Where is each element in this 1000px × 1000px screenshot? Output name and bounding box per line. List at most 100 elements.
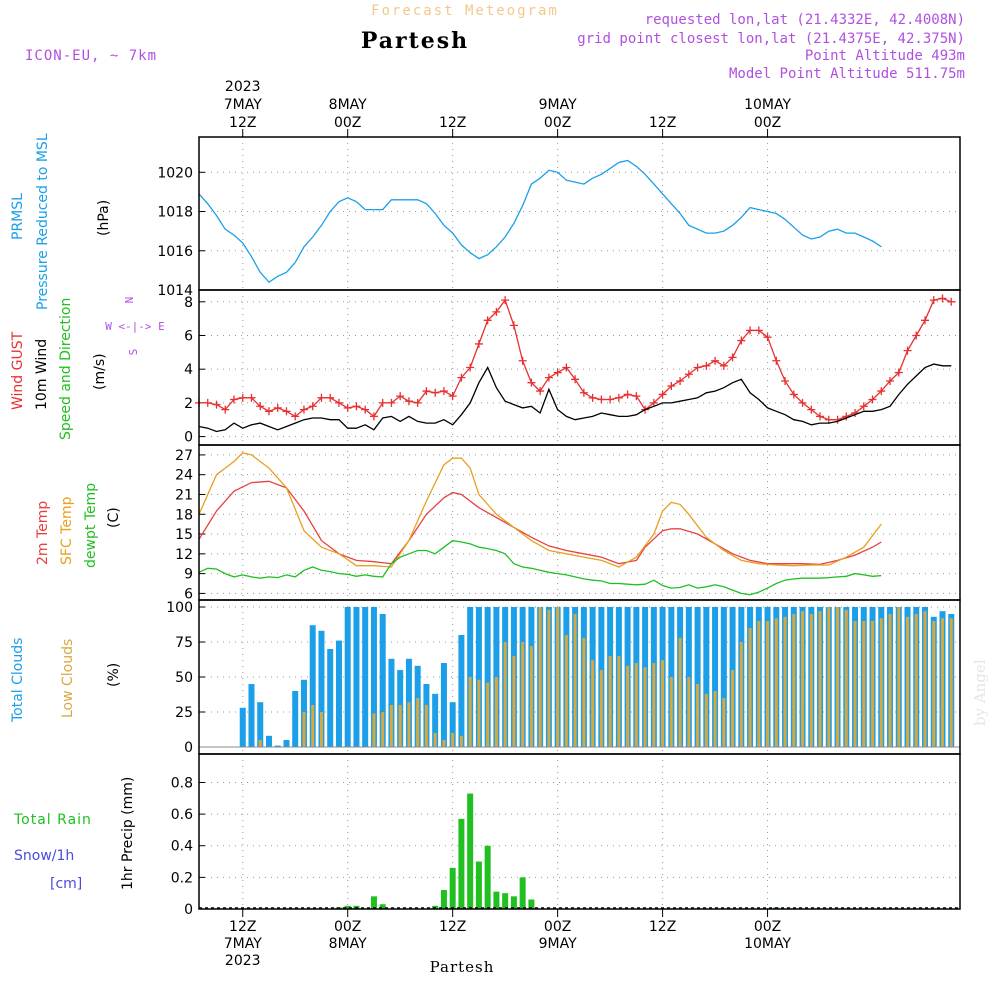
credit-watermark: by Angel: [971, 659, 989, 726]
gust-marker: [326, 393, 335, 402]
bar-precip: [379, 904, 386, 909]
gust-marker: [912, 331, 921, 340]
bar-low-clouds: [949, 618, 953, 747]
gust-marker: [527, 378, 536, 387]
gridpoint-coords: grid point closest lon,lat (21.4375E, 42…: [577, 31, 965, 47]
gust-marker: [746, 326, 755, 335]
gust-marker: [807, 405, 816, 414]
bar-total-clouds: [712, 607, 719, 747]
ytick-label: 4: [184, 362, 193, 378]
gust-marker: [361, 405, 370, 414]
gust-marker: [282, 407, 291, 416]
series-line: [199, 297, 952, 421]
bar-low-clouds: [731, 670, 735, 747]
gust-marker: [422, 387, 431, 396]
bar-low-clouds: [766, 621, 770, 747]
side-label-pressure-msl: Pressure Reduced to MSL: [35, 133, 51, 310]
gust-marker: [544, 373, 553, 382]
ytick-label: 75: [175, 635, 193, 651]
xtick-label: 7MAY: [224, 97, 262, 113]
gust-marker: [431, 388, 440, 397]
gust-marker: [649, 398, 658, 407]
bar-total-clouds: [353, 607, 360, 747]
compass-s: S: [127, 349, 140, 356]
bar-low-clouds: [757, 621, 761, 747]
bar-precip: [528, 899, 535, 909]
xtick-label: 10MAY: [744, 97, 791, 113]
gust-marker: [439, 387, 448, 396]
ytick-label: 1020: [157, 165, 193, 181]
bar-low-clouds: [914, 614, 918, 747]
gust-marker: [518, 356, 527, 365]
xtick-label: 9MAY: [539, 936, 577, 952]
bar-low-clouds: [853, 621, 857, 747]
gust-marker: [737, 336, 746, 345]
gust-marker: [247, 393, 256, 402]
xtick-label: 00Z: [544, 919, 571, 935]
ytick-label: 6: [184, 328, 193, 344]
ytick-label: 15: [175, 527, 193, 543]
bar-low-clouds: [521, 642, 525, 747]
side-label-sfc-temp: SFC Temp: [59, 496, 75, 565]
gust-marker: [903, 346, 912, 355]
gust-marker: [413, 398, 422, 407]
bar-low-clouds: [634, 663, 638, 747]
bar-low-clouds: [608, 656, 612, 747]
bar-precip: [519, 877, 526, 909]
panels: 1014101610181020024686912151821242702550…: [157, 136, 961, 918]
gust-marker: [667, 382, 676, 391]
panel-temperature: 6 9 12 15 18 21 24 27: [175, 444, 961, 602]
gust-marker: [238, 393, 247, 402]
bar-total-clouds: [379, 614, 386, 747]
bar-precip: [510, 896, 517, 909]
bar-total-clouds: [239, 707, 246, 747]
bar-low-clouds: [486, 682, 490, 747]
bar-low-clouds: [678, 637, 682, 747]
bar-low-clouds: [582, 637, 586, 747]
series-line: [198, 539, 882, 596]
side-label-gust: Wind GUST: [10, 331, 26, 410]
gust-marker: [483, 316, 492, 325]
bar-precip: [458, 818, 465, 909]
bar-low-clouds: [897, 607, 901, 747]
bar-low-clouds: [906, 616, 910, 747]
gust-marker: [606, 395, 615, 404]
gust-marker: [492, 307, 501, 316]
panel-frame: [198, 753, 961, 910]
side-label-snow-unit: [cm]: [50, 876, 82, 892]
ytick-label: 0: [184, 740, 193, 756]
page-title: Partesh: [361, 28, 469, 54]
ytick-label: 1014: [157, 283, 193, 299]
bar-low-clouds: [652, 663, 656, 747]
compass-icon: N W <-|-> E S: [105, 297, 165, 356]
bar-total-clouds: [370, 607, 377, 747]
bar-low-clouds: [617, 656, 621, 747]
gust-marker: [308, 402, 317, 411]
point-altitude: Point Altitude 493m: [805, 48, 965, 64]
xtick-label: 00Z: [754, 919, 781, 935]
gust-marker: [789, 390, 798, 399]
time-axis-top: 2023 7MAY 12Z 8MAY 00Z 12Z 9MAY 00Z 12Z 10MAY 00Z: [224, 79, 791, 137]
gust-marker: [457, 373, 466, 382]
xtick-label: 8MAY: [329, 97, 367, 113]
xtick-label: 8MAY: [329, 936, 367, 952]
bar-total-clouds: [432, 693, 439, 747]
model-label: ICON-EU, ~ 7km: [25, 48, 157, 64]
ytick-label: 18: [175, 507, 193, 523]
bar-low-clouds: [451, 733, 455, 747]
gust-marker: [877, 387, 886, 396]
gust-marker: [369, 412, 378, 421]
gust-marker: [711, 356, 720, 365]
bar-precip: [370, 896, 377, 909]
xtick-label: 12Z: [649, 115, 676, 131]
gust-marker: [474, 339, 483, 348]
series-line: [198, 159, 882, 284]
gust-marker: [623, 390, 632, 399]
gust-marker: [816, 412, 825, 421]
bar-total-clouds: [327, 649, 334, 747]
gust-marker: [929, 296, 938, 305]
side-label-snow: Snow/1h: [14, 848, 74, 864]
bar-total-clouds: [362, 607, 369, 747]
bar-low-clouds: [809, 614, 813, 747]
